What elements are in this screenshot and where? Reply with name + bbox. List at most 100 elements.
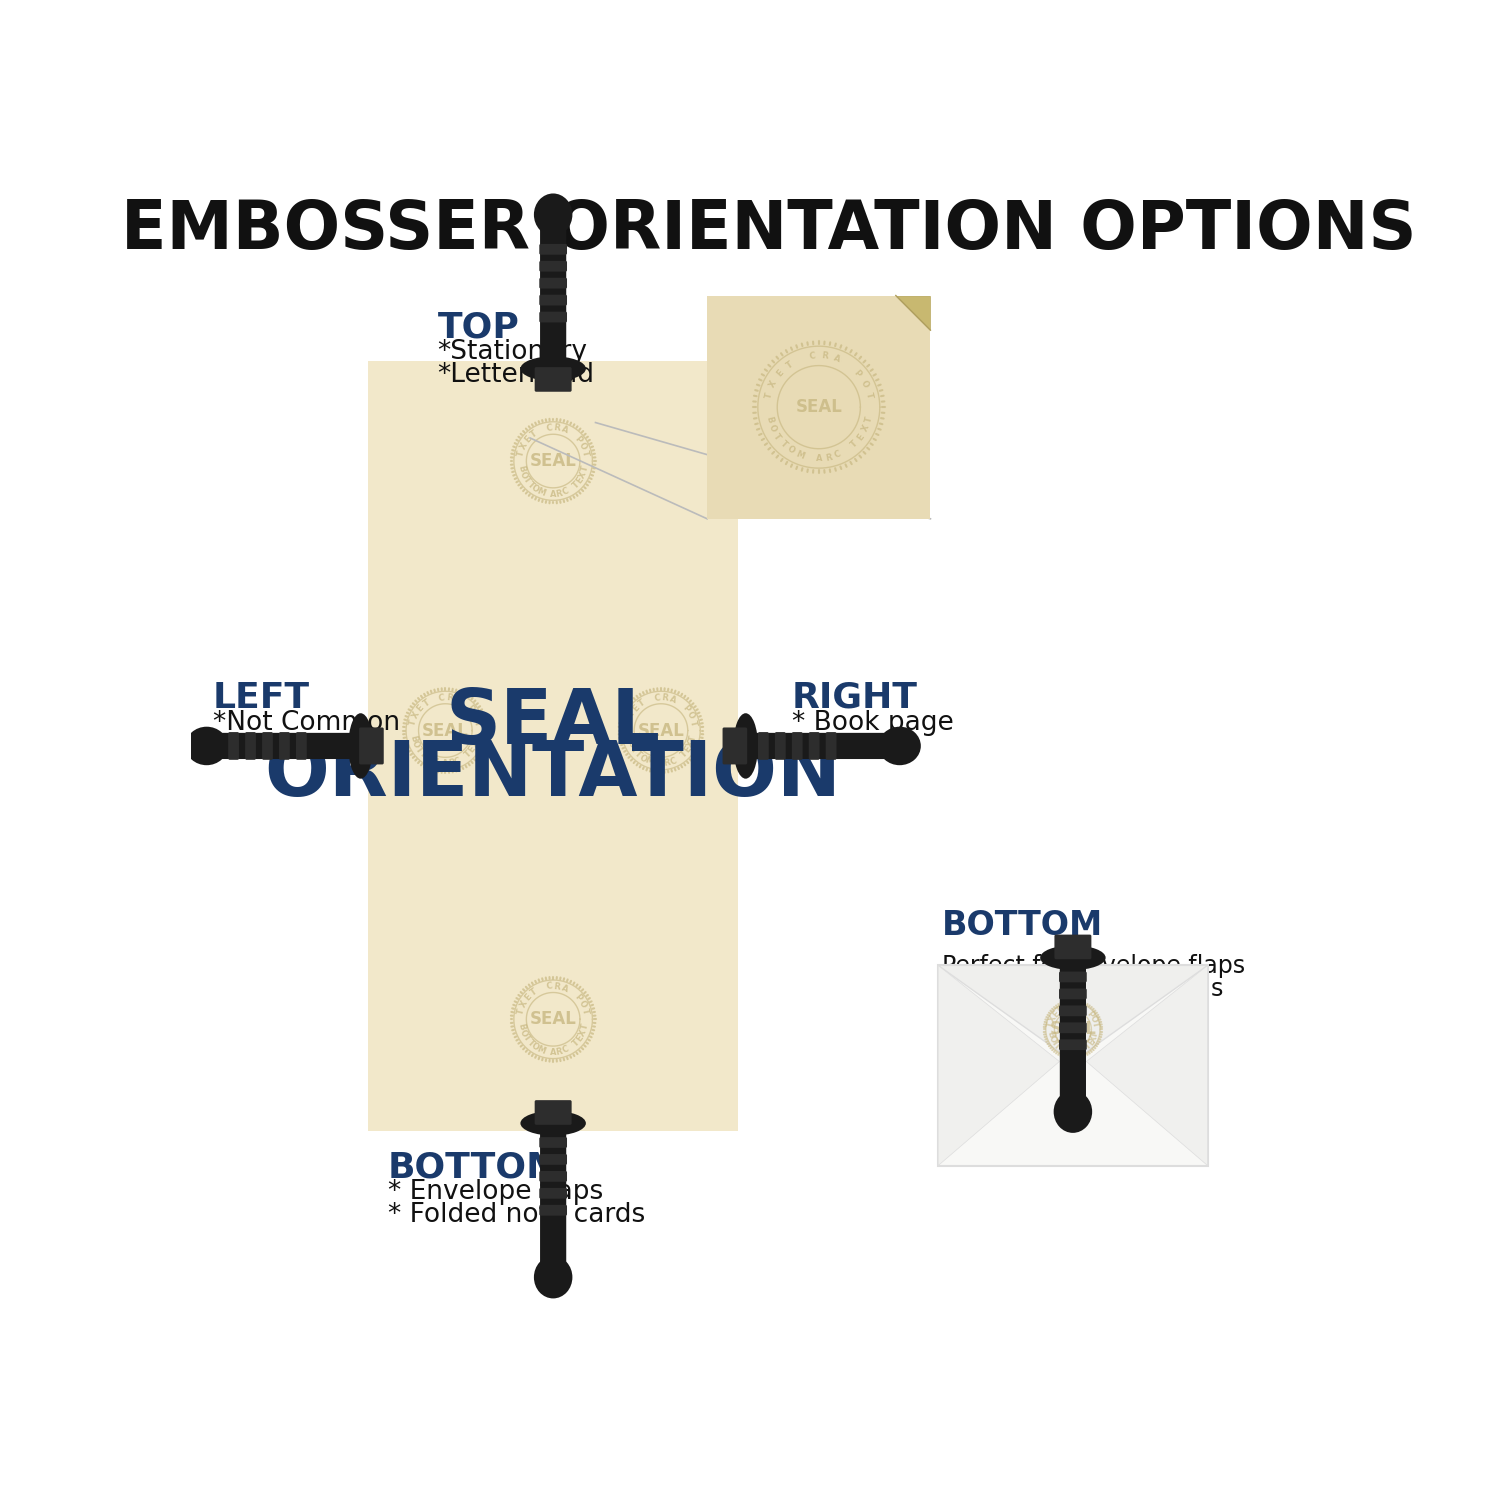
Text: * Envelope flaps: * Envelope flaps (387, 1179, 603, 1204)
Text: TOP: TOP (438, 310, 519, 345)
Text: C: C (546, 981, 552, 992)
Text: B: B (408, 734, 419, 742)
Text: *Not Common: *Not Common (213, 710, 400, 736)
Text: M: M (536, 1044, 546, 1056)
Text: E: E (1050, 1010, 1060, 1020)
Ellipse shape (1053, 1090, 1092, 1132)
Text: R: R (821, 351, 830, 361)
Text: C: C (453, 756, 462, 766)
Text: R: R (662, 693, 669, 702)
Text: X: X (1047, 1014, 1058, 1025)
Text: * Folded note cards: * Folded note cards (387, 1202, 645, 1228)
FancyBboxPatch shape (540, 1137, 567, 1148)
Text: or bottom of page seals: or bottom of page seals (942, 976, 1224, 1000)
Text: E: E (1086, 1038, 1096, 1047)
FancyBboxPatch shape (540, 244, 567, 255)
FancyBboxPatch shape (244, 732, 256, 760)
Text: T: T (520, 1034, 531, 1044)
Text: O: O (786, 444, 796, 456)
FancyBboxPatch shape (540, 1120, 566, 1280)
Polygon shape (938, 966, 1208, 1062)
Text: T: T (417, 748, 428, 759)
Text: T: T (472, 735, 483, 742)
Ellipse shape (1040, 945, 1106, 970)
Text: X: X (519, 441, 530, 452)
Text: T: T (580, 450, 591, 458)
Text: O: O (1088, 1014, 1098, 1025)
Text: X: X (411, 711, 422, 720)
Polygon shape (1086, 966, 1208, 1166)
Text: E: E (524, 993, 534, 1002)
FancyBboxPatch shape (1059, 972, 1088, 982)
FancyBboxPatch shape (540, 312, 567, 322)
Text: R: R (1072, 1047, 1082, 1058)
Text: C: C (1077, 1046, 1086, 1056)
Text: T: T (525, 1038, 536, 1048)
Text: X: X (519, 999, 530, 1010)
Text: T: T (864, 416, 873, 423)
Text: T: T (516, 1008, 526, 1016)
Text: R: R (1072, 1002, 1080, 1011)
FancyBboxPatch shape (1060, 956, 1086, 1114)
Text: BOTTOM: BOTTOM (942, 909, 1102, 942)
Text: B: B (764, 416, 774, 423)
FancyBboxPatch shape (540, 1172, 567, 1182)
Text: E: E (416, 704, 426, 714)
Text: T: T (688, 735, 698, 742)
FancyBboxPatch shape (296, 732, 306, 760)
Text: B: B (516, 465, 526, 472)
Text: C: C (669, 756, 678, 766)
FancyBboxPatch shape (744, 734, 902, 759)
Text: T: T (1090, 1030, 1100, 1038)
Text: O: O (470, 710, 480, 720)
Text: C: C (561, 1044, 570, 1056)
Text: T: T (688, 718, 698, 726)
Text: T: T (778, 440, 789, 450)
FancyBboxPatch shape (1059, 1040, 1088, 1050)
Text: E: E (466, 746, 477, 754)
Text: T: T (530, 987, 540, 998)
Text: RIGHT: RIGHT (792, 681, 918, 714)
Text: SEAL: SEAL (422, 722, 470, 740)
FancyBboxPatch shape (279, 732, 290, 760)
Text: O: O (638, 753, 648, 764)
Text: T: T (580, 465, 591, 472)
Text: O: O (1047, 1034, 1058, 1044)
Ellipse shape (534, 1256, 573, 1299)
Text: T: T (580, 1023, 591, 1031)
Text: M: M (536, 486, 546, 498)
Text: O: O (578, 999, 588, 1010)
Text: O: O (410, 740, 422, 750)
FancyBboxPatch shape (540, 1188, 567, 1198)
Text: P: P (852, 368, 862, 378)
Text: X: X (686, 740, 696, 748)
Text: R: R (554, 981, 561, 992)
Text: T: T (784, 360, 795, 370)
Ellipse shape (520, 1112, 586, 1136)
Text: ORIENTATION: ORIENTATION (264, 738, 842, 812)
FancyBboxPatch shape (938, 966, 1208, 1166)
Text: C: C (834, 450, 843, 460)
FancyBboxPatch shape (204, 734, 363, 759)
Text: T: T (771, 432, 783, 442)
Text: C: C (1066, 1002, 1074, 1011)
Text: E: E (776, 368, 786, 378)
Text: T: T (624, 718, 634, 726)
Text: T: T (678, 748, 688, 759)
Text: SEAL: SEAL (530, 1011, 576, 1029)
Text: EMBOSSER ORIENTATION OPTIONS: EMBOSSER ORIENTATION OPTIONS (122, 196, 1416, 262)
Text: O: O (766, 423, 777, 433)
Text: X: X (768, 378, 778, 388)
Text: T: T (572, 1038, 580, 1048)
Text: M: M (794, 448, 806, 460)
Ellipse shape (534, 194, 573, 236)
Text: T: T (422, 698, 432, 709)
FancyBboxPatch shape (369, 362, 738, 1131)
Text: O: O (578, 441, 588, 452)
Text: O: O (1054, 1042, 1066, 1054)
Text: T: T (1052, 1041, 1062, 1052)
FancyBboxPatch shape (723, 728, 747, 765)
Text: T: T (525, 480, 536, 490)
Text: E: E (574, 1034, 585, 1044)
Text: T: T (1090, 1020, 1100, 1028)
